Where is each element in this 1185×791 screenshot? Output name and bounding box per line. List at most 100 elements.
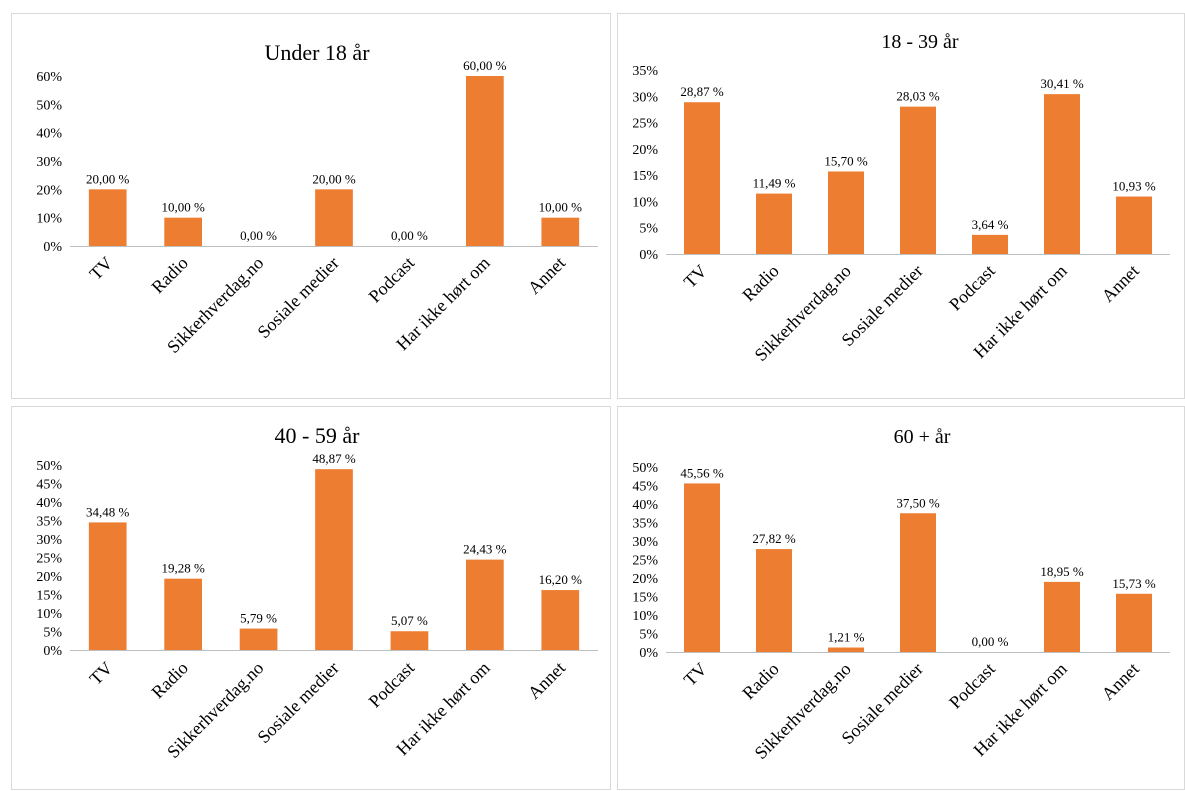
y-tick-label: 30% xyxy=(632,90,658,105)
y-tick-label: 15% xyxy=(632,169,658,184)
y-tick-label: 40% xyxy=(632,498,658,513)
bar xyxy=(828,171,864,254)
data-label: 24,43 % xyxy=(463,542,507,557)
bar xyxy=(1044,581,1080,652)
chart-40-59-svg: 40 - 59 år 0% 5% 10% 15% 20% 25% 30% 35% 40% 45% 5… xyxy=(36,423,598,762)
bar xyxy=(164,217,202,246)
data-label: 11,49 % xyxy=(753,176,796,191)
chart-panel-under-18: Under 18 år 0% 10% 20% 30% 40% 50% 60% 20,00 %… xyxy=(11,13,611,399)
chart-60-plus-svg: 60 + år 0%5%10%15%20%25%30%35%40%45%50% … xyxy=(632,426,1170,763)
y-tick-label: 25% xyxy=(632,117,658,132)
chart-title: 40 - 59 år xyxy=(275,423,361,448)
y-tick-label: 5% xyxy=(639,628,658,643)
bar xyxy=(1116,196,1152,254)
y-tick-label: 35% xyxy=(632,517,658,532)
y-tick-label: 0% xyxy=(639,646,658,661)
y-tick-label: 35% xyxy=(36,515,62,530)
y-tick-label: 45% xyxy=(632,480,658,495)
bar xyxy=(315,189,353,246)
data-label: 20,00 % xyxy=(86,171,130,186)
data-label: 0,00 % xyxy=(240,228,277,243)
y-tick-label: 50% xyxy=(36,98,62,113)
bar xyxy=(466,559,504,650)
category-label: Sosiale medier xyxy=(253,658,342,747)
bar xyxy=(684,483,720,652)
data-label: 18,95 % xyxy=(1040,564,1084,579)
bar xyxy=(541,590,580,650)
data-label: 28,03 % xyxy=(896,89,940,104)
chart-panel-60-plus: 60 + år 0% 5% 10% 15% 20% 25% 30% 35% 40% 45% 50% … xyxy=(617,406,1185,790)
category-label: Radio xyxy=(738,261,783,306)
y-tick-label: 10% xyxy=(632,195,658,210)
bar xyxy=(88,189,127,246)
y-tick-label: 5% xyxy=(43,626,62,641)
bar xyxy=(756,549,792,652)
y-tick-label: 0% xyxy=(43,644,62,659)
data-label: 3,64 % xyxy=(972,217,1009,232)
y-tick-label: 45% xyxy=(36,478,62,493)
data-label: 10,00 % xyxy=(539,200,583,215)
chart-panel-40-59: 40 - 59 år 0% 5% 10% 15% 20% 25% 30% 35% 40% 45% 5… xyxy=(11,406,611,790)
bar xyxy=(164,578,202,650)
category-label: Podcast xyxy=(945,261,999,315)
bar xyxy=(1044,94,1080,255)
data-label: 16,20 % xyxy=(539,572,583,587)
data-label: 15,73 % xyxy=(1112,576,1156,591)
chart-18-39-svg: 18 - 39 år 0% 5% 10% 15% 20% 25% 30% 35% 28,87 … xyxy=(632,31,1170,365)
data-label: 19,28 % xyxy=(161,561,205,576)
category-label: Annet xyxy=(524,253,569,298)
category-label: Annet xyxy=(524,658,569,703)
bar xyxy=(390,631,429,650)
data-label: 0,00 % xyxy=(972,634,1009,649)
bar xyxy=(88,522,127,650)
bar xyxy=(541,217,580,246)
data-label: 34,48 % xyxy=(86,504,130,519)
bar xyxy=(972,234,1008,254)
chart-title: 60 + år xyxy=(894,426,951,448)
y-tick-label: 20% xyxy=(632,572,658,587)
chart-title: Under 18 år xyxy=(264,40,370,65)
y-tick-label: 25% xyxy=(632,554,658,569)
data-label: 45,56 % xyxy=(680,465,724,480)
data-label: 48,87 % xyxy=(312,451,356,466)
category-label: Radio xyxy=(147,658,192,703)
y-tick-label: 20% xyxy=(36,570,62,585)
y-tick-label: 30% xyxy=(632,535,658,550)
y-tick-label: 25% xyxy=(36,552,62,567)
category-label: TV xyxy=(680,659,711,690)
category-label: Podcast xyxy=(365,253,419,307)
data-label: 60,00 % xyxy=(463,58,507,73)
chart-title: 18 - 39 år xyxy=(881,31,959,53)
bar xyxy=(239,628,278,650)
data-label: 0,00 % xyxy=(391,228,428,243)
y-tick-label: 40% xyxy=(36,127,62,142)
bar xyxy=(315,469,353,650)
data-label: 5,07 % xyxy=(391,613,428,628)
y-tick-label: 10% xyxy=(36,607,62,622)
category-label: Radio xyxy=(147,253,192,298)
data-label: 10,00 % xyxy=(161,200,205,215)
data-label: 10,93 % xyxy=(1112,179,1156,194)
data-label: 5,79 % xyxy=(240,611,277,626)
y-tick-label: 0% xyxy=(639,248,658,263)
chart-under-18-svg: Under 18 år 0% 10% 20% 30% 40% 50% 60% 20,00 %… xyxy=(36,40,598,357)
y-tick-label: 30% xyxy=(36,155,62,170)
category-label: Podcast xyxy=(365,658,419,712)
chart-panel-18-39: 18 - 39 år 0% 5% 10% 15% 20% 25% 30% 35% 28,87 … xyxy=(617,13,1185,399)
bar xyxy=(900,513,936,652)
y-tick-label: 50% xyxy=(36,459,62,474)
y-tick-label: 20% xyxy=(36,183,62,198)
y-tick-label: 10% xyxy=(632,609,658,624)
data-label: 30,41 % xyxy=(1040,76,1084,91)
y-tick-label: 60% xyxy=(36,70,62,85)
y-tick-label: 50% xyxy=(632,461,658,476)
bar xyxy=(828,647,864,652)
y-tick-label: 35% xyxy=(632,64,658,79)
bar xyxy=(1116,593,1152,652)
y-tick-label: 0% xyxy=(43,240,62,255)
category-label: TV xyxy=(680,261,711,292)
category-label: Annet xyxy=(1098,659,1143,704)
y-tick-label: 20% xyxy=(632,143,658,158)
bar xyxy=(900,106,936,254)
category-label: TV xyxy=(85,658,116,689)
